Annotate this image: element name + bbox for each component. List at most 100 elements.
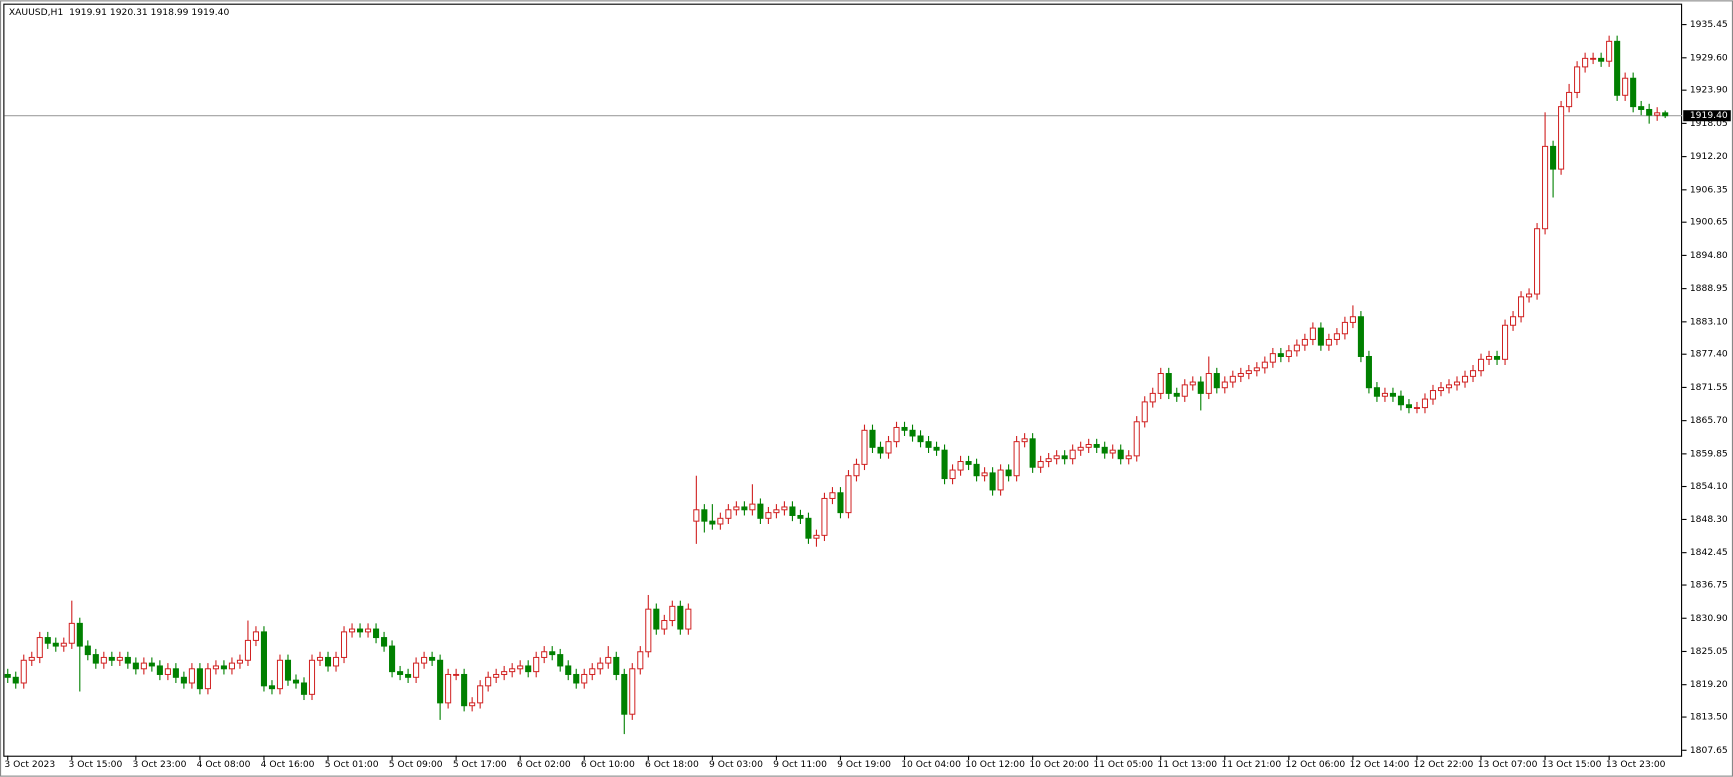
y-tick-label: 1848.30 [1690, 514, 1728, 525]
y-tick-label: 1871.55 [1690, 382, 1728, 393]
candle-body [797, 514, 804, 519]
candle-body [228, 662, 235, 670]
candle-body [84, 645, 91, 656]
candle-body [292, 679, 300, 684]
candle-body [4, 673, 11, 678]
candle-body [477, 685, 484, 704]
x-tick-label: 13 Oct 07:00 [1478, 759, 1538, 770]
y-tick-label: 1894.80 [1690, 250, 1728, 261]
candle-body [749, 503, 756, 511]
candle-body [20, 659, 27, 684]
candle-body [1357, 316, 1364, 357]
y-tick-label: 1883.10 [1690, 316, 1728, 327]
candle-body [1606, 40, 1613, 62]
y-tick-label: 1900.65 [1690, 217, 1728, 228]
candle-body [76, 622, 83, 647]
current-price-tag [1683, 110, 1731, 122]
candle-body [517, 665, 524, 670]
candle-body [1542, 145, 1549, 230]
candle-body [597, 662, 604, 670]
candle-body [589, 668, 596, 675]
candle-body [557, 654, 564, 667]
candle-body [805, 517, 812, 539]
y-tick-label: 1923.90 [1690, 85, 1728, 96]
y-tick-label: 1912.20 [1690, 151, 1728, 162]
candle-body [677, 605, 684, 630]
candle-body [1590, 57, 1597, 60]
x-tick-label: 12 Oct 06:00 [1286, 759, 1346, 770]
candle-body [68, 622, 75, 644]
candle-body [645, 608, 652, 653]
candle-body [1461, 375, 1469, 383]
candle-body [853, 463, 860, 477]
y-tick-label: 1929.60 [1690, 52, 1728, 63]
chart-header: XAUUSD,H1 1919.91 1920.31 1918.99 1919.4… [9, 7, 230, 18]
candle-body [501, 671, 508, 675]
candle-body [997, 469, 1004, 491]
candle-body [180, 676, 187, 684]
candle-body [1317, 327, 1324, 346]
candle-body [429, 656, 436, 661]
candle-body [1133, 421, 1140, 457]
candle-body [701, 509, 708, 522]
candle-body [445, 673, 452, 704]
candle-body [789, 506, 796, 516]
x-tick-label: 10 Oct 20:00 [1029, 759, 1089, 770]
candle-body [693, 509, 700, 522]
candle-body [821, 497, 828, 536]
candle-body [1598, 57, 1605, 62]
candle-body [212, 665, 219, 670]
candle-body [885, 441, 892, 454]
candle-body [284, 659, 292, 681]
candle-body [437, 659, 444, 704]
candle-body [605, 656, 612, 664]
y-tick-label: 1854.10 [1690, 481, 1728, 492]
candle-body [837, 492, 844, 514]
candle-body [1045, 458, 1052, 463]
x-tick-label: 13 Oct 15:00 [1542, 759, 1602, 770]
candle-body [1429, 390, 1437, 400]
candle-body [549, 651, 556, 656]
candle-body [1085, 444, 1092, 448]
candle-body [124, 656, 131, 664]
candle-body [332, 656, 340, 667]
candle-body [533, 656, 540, 673]
candle-body [909, 429, 916, 437]
candle-body [1109, 449, 1116, 454]
candle-body [669, 605, 676, 622]
candle-body [933, 446, 940, 451]
x-tick-label: 9 Oct 03:00 [709, 759, 763, 770]
plot-frame [3, 3, 1683, 757]
candle-body [685, 608, 692, 630]
candle-body [949, 469, 956, 480]
x-tick-label: 13 Oct 23:00 [1606, 759, 1666, 770]
candle-body [1349, 316, 1356, 323]
candle-body [236, 659, 243, 664]
y-tick-label: 1877.40 [1690, 349, 1728, 360]
candle-body [781, 506, 788, 511]
candle-body [1365, 355, 1372, 389]
y-tick-label: 1807.65 [1690, 745, 1728, 756]
candle-body [188, 668, 195, 684]
candle-body [1638, 106, 1645, 110]
candle-body [1141, 401, 1148, 423]
candle-body [36, 637, 43, 658]
candle-body [357, 628, 364, 633]
x-tick-label: 11 Oct 21:00 [1221, 759, 1281, 770]
candle-body [1293, 344, 1300, 352]
candle-body [1149, 392, 1156, 403]
candle-body [1582, 57, 1589, 68]
candle-body [421, 656, 428, 664]
candle-body [813, 534, 820, 539]
candle-body [717, 517, 724, 525]
candle-body [541, 651, 548, 658]
candle-body [1566, 91, 1573, 108]
candle-body [861, 429, 868, 465]
x-tick-label: 11 Oct 05:00 [1093, 759, 1153, 770]
candle-body [493, 673, 500, 678]
candle-body [1622, 77, 1629, 96]
candle-body [957, 461, 964, 471]
y-tick-label: 1836.75 [1690, 580, 1728, 591]
x-tick-label: 9 Oct 11:00 [773, 759, 827, 770]
